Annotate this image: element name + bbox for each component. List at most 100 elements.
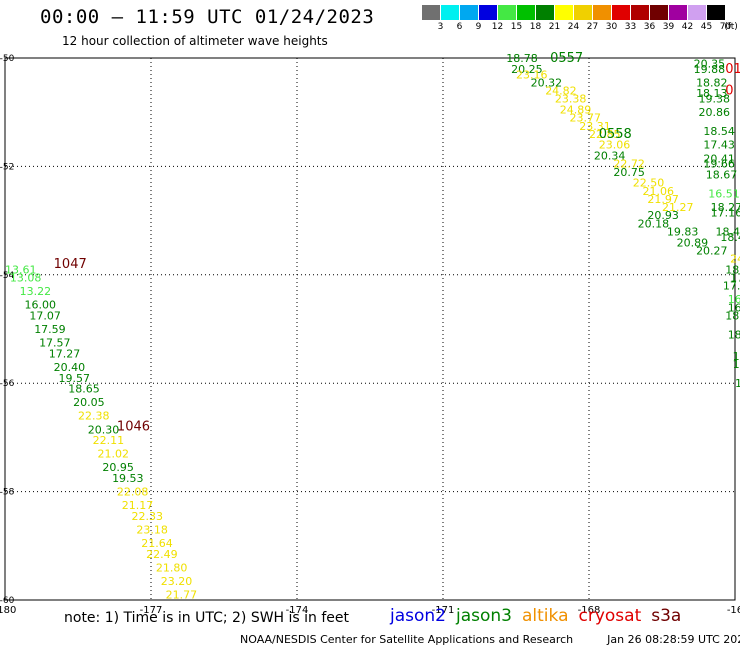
legend-swatch-36 (631, 5, 650, 20)
lon-tick--16: -16 (727, 605, 740, 616)
legend-unit: (ft) (724, 22, 738, 32)
legend-label-24: 24 (567, 22, 580, 32)
wave-height-label: 21.06 (643, 185, 675, 198)
legend-swatch-33 (612, 5, 631, 20)
wave-height-label: 22.38 (78, 410, 110, 423)
wave-height-label: 23.38 (555, 93, 587, 106)
wave-height-label: 24 (730, 253, 740, 266)
wave-height-label: 13.22 (20, 285, 51, 298)
page-subtitle: 12 hour collection of altimeter wave hei… (62, 34, 328, 48)
color-legend: 3 6 9 12 15 18 21 24 27 30 33 36 39 42 45 70 (ft) (422, 5, 740, 32)
legend-label-27: 27 (586, 22, 599, 32)
wave-height-label: 20.89 (677, 236, 709, 249)
page-title: 00:00 – 11:59 UTC 01/24/2023 (40, 6, 375, 28)
legend-swatch-24 (555, 5, 574, 20)
wave-height-label: 23.06 (599, 139, 631, 152)
legend-swatches (422, 5, 740, 20)
pass-time-label: 0 (725, 84, 733, 99)
wave-height-label: 23.20 (161, 575, 193, 588)
satellite-s3a: s3a (651, 606, 682, 626)
satellite-legend: jason2 jason3 altika cryosat s3a (390, 606, 691, 626)
wave-height-label: 18.54 (703, 125, 735, 138)
lat-tick--52: -52 (0, 162, 14, 172)
wave-height-label: 17.07 (29, 309, 61, 322)
legend-swatch-18 (517, 5, 536, 20)
wave-height-label: 19.53 (112, 472, 144, 485)
wave-height-label: 16. (728, 301, 740, 314)
wave-height-label: 16.51 (708, 188, 740, 201)
pass-time-label: 1046 (117, 420, 150, 435)
wave-height-label: 20.25 (511, 63, 542, 76)
legend-swatch-45 (688, 5, 707, 20)
legend-label-70: 70 (719, 22, 732, 32)
wave-height-label: 18 (733, 358, 740, 371)
pass-time-label: 01 (725, 62, 740, 77)
legend-label-42: 42 (681, 22, 694, 32)
wave-height-label: 18 (728, 328, 740, 341)
lat-tick--58: -58 (0, 488, 15, 498)
lat-tick--50: -50 (0, 54, 15, 64)
wave-height-label: 20.27 (696, 244, 728, 257)
satellite-jason2: jason2 (390, 606, 446, 626)
legend-swatch-9 (460, 5, 479, 20)
wave-height-label: 21.17 (122, 499, 154, 512)
legend-swatch-6 (441, 5, 460, 20)
wave-height-label: 24.89 (560, 103, 592, 116)
wave-height-label: 16.00 (24, 299, 56, 312)
wave-height-label: 18.4 (720, 231, 740, 244)
wave-height-label: 18.27 (711, 201, 740, 214)
wave-height-label: 18.13 (696, 87, 728, 100)
wave-height-label: 20.32 (531, 76, 563, 89)
lon-tick--171: -171 (432, 605, 455, 616)
wave-height-label: 23.77 (570, 112, 602, 125)
wave-height-label: 13.08 (10, 272, 42, 285)
wave-height-label: 21.80 (156, 561, 188, 574)
wave-height-label: 20.41 (703, 152, 735, 165)
wave-height-label: 21.97 (647, 193, 679, 206)
legend-swatch-30 (593, 5, 612, 20)
wave-height-label: 17.9 (730, 272, 740, 285)
lat-tick--60: -60 (0, 596, 15, 606)
wave-height-label: 20.40 (54, 361, 86, 374)
legend-swatch-70 (707, 5, 726, 20)
wave-height-label: 20.18 (638, 217, 670, 230)
wave-height-label: 18. (725, 309, 740, 322)
wave-height-label: 20.35 (694, 57, 726, 70)
wave-height-label: 20.86 (699, 106, 731, 119)
wave-height-label: 19.83 (667, 225, 699, 238)
wave-height-label: 17.43 (703, 139, 735, 152)
wave-height-label: 23.18 (136, 524, 168, 537)
wave-height-label: 17.57 (39, 337, 71, 350)
wave-height-label: 22.72 (613, 158, 645, 171)
wave-height-label: 22.08 (117, 486, 149, 499)
lon-tick--180: -180 (0, 605, 16, 616)
wave-height-label: 20.30 (88, 423, 120, 436)
wave-height-label: 23.31 (579, 120, 611, 133)
legend-label-30: 30 (605, 22, 618, 32)
wave-height-label: 17.59 (34, 323, 65, 336)
wave-height-label: 18.78 (506, 52, 538, 65)
wave-height-label: 18.42 (716, 225, 740, 238)
wave-height-label: 20.05 (73, 396, 105, 409)
wave-height-label: 22.85 (589, 128, 621, 141)
wave-height-label: 1 (735, 377, 740, 390)
wave-height-label: 17.16 (711, 206, 740, 219)
pass-time-label: 0558 (599, 127, 632, 142)
legend-label-3: 3 (437, 22, 444, 32)
legend-swatch-21 (536, 5, 555, 20)
lon-tick--177: -177 (140, 605, 163, 616)
wave-height-label: 20.95 (102, 461, 134, 474)
wave-height-label: 17.27 (49, 347, 81, 360)
wave-height-label: 18. (725, 263, 740, 276)
lat-tick--54: -54 (0, 271, 15, 281)
wave-height-label: 20.34 (594, 150, 626, 163)
satellite-cryosat: cryosat (578, 606, 642, 626)
legend-label-33: 33 (624, 22, 637, 32)
wave-height-label: 18.82 (696, 76, 728, 89)
wave-height-label: 22.49 (146, 548, 178, 561)
wave-height-label: 19.88 (694, 63, 726, 76)
satellite-altika: altika (522, 606, 569, 626)
wave-height-label: 23.16 (516, 68, 548, 81)
pass-time-label: 1047 (54, 257, 87, 272)
